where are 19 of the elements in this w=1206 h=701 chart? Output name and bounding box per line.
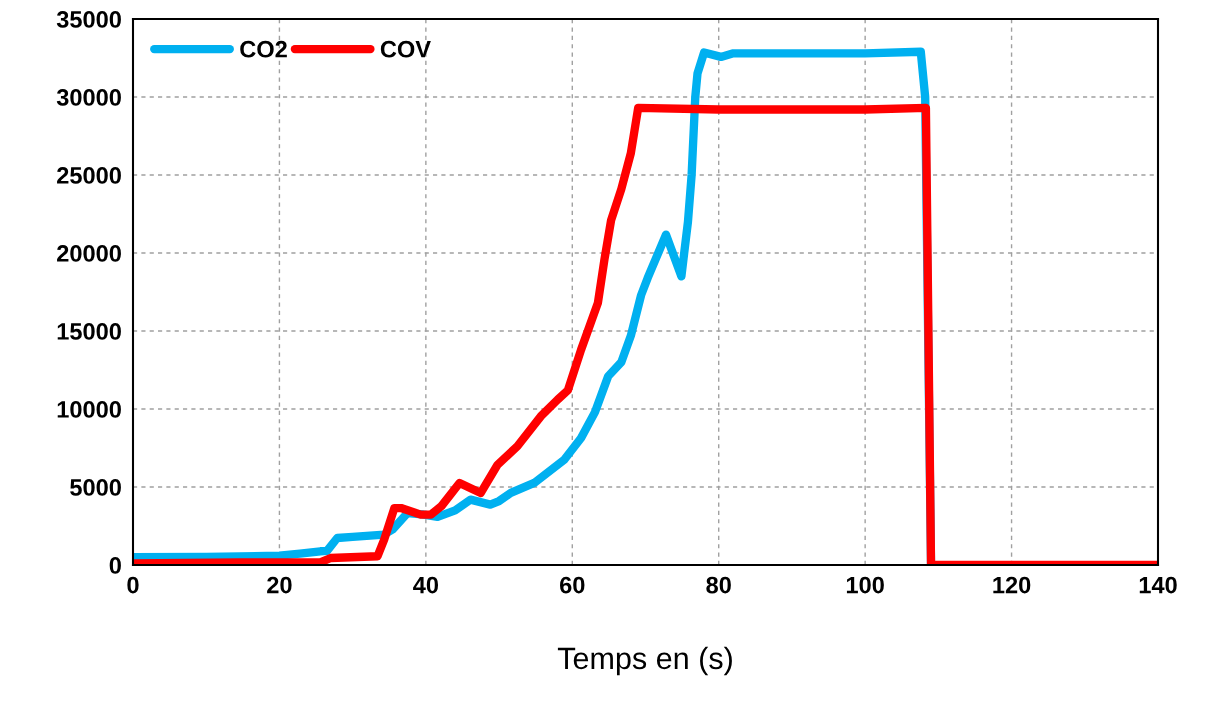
y-tick-label: 5000 [70,479,121,496]
y-tick-label: 0 [109,557,121,574]
y-tick-label: 30000 [56,89,121,106]
x-tick-label: 60 [560,576,585,594]
y-tick-label: 15000 [57,323,121,340]
x-tick-label: 100 [846,576,884,594]
y-tick-label: 25000 [57,167,121,184]
x-tick-label: 80 [706,576,731,594]
legend-label: COV [380,40,431,58]
x-tick-label: 0 [127,576,139,594]
x-tick-label: 40 [413,576,439,594]
x-tick-label: 140 [1139,576,1177,594]
x-tick-label: 20 [267,576,292,594]
x-axis-title: Temps en (s) [557,646,732,676]
y-tick-label: 20000 [57,245,121,262]
y-tick-label: 10000 [57,401,121,418]
y-tick-label: 35000 [56,11,121,28]
x-tick-label: 120 [993,576,1031,594]
legend-label: CO2 [240,40,287,58]
